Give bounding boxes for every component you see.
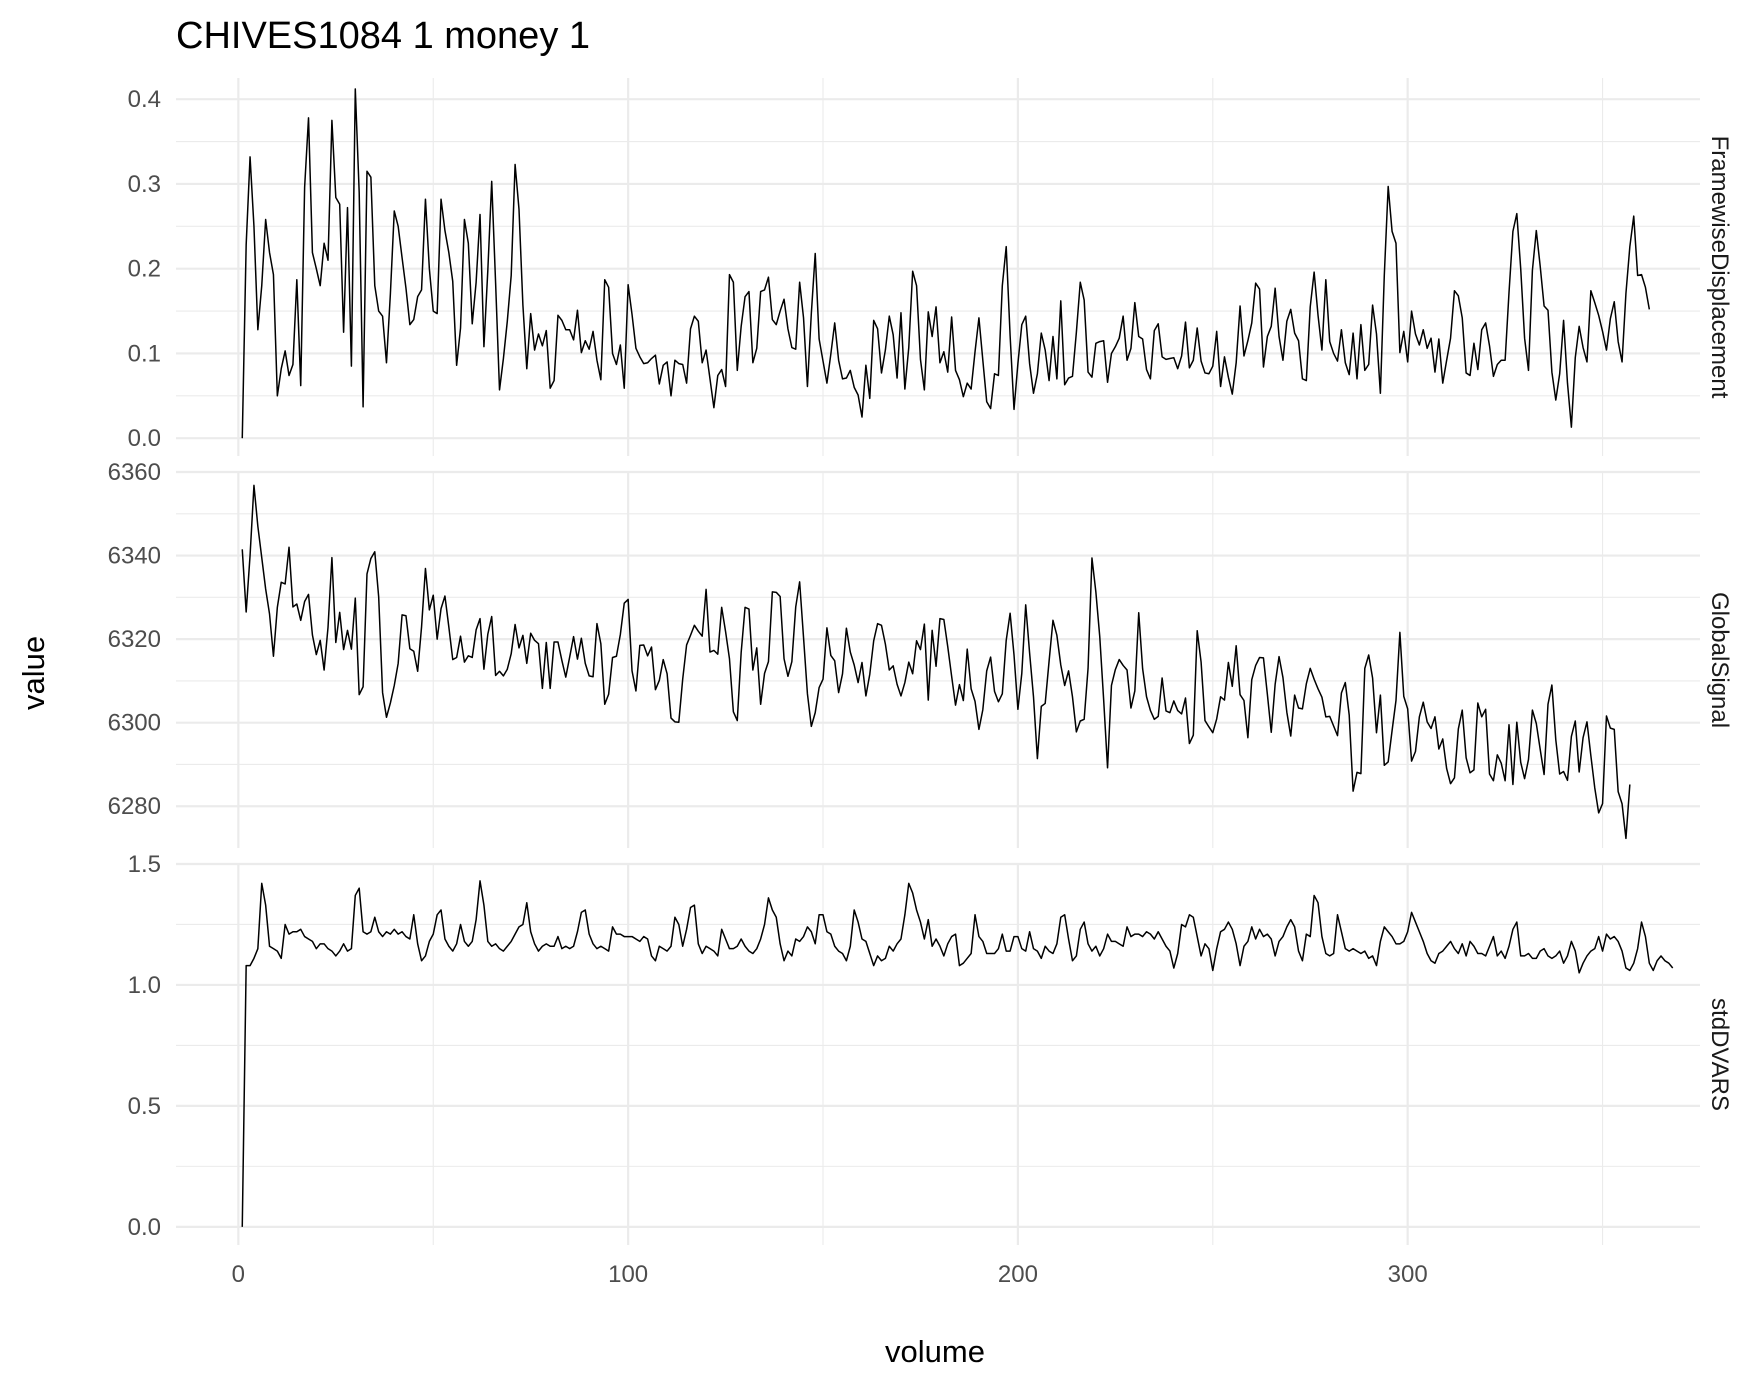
x-axis-title: volume: [885, 1334, 985, 1369]
series-line-FramewiseDisplacement: [241, 88, 1651, 439]
series-line-GlobalSignal: [241, 484, 1631, 840]
x-tick-label: 300: [1388, 1261, 1428, 1288]
chart-title: CHIVES1084 1 money 1: [176, 15, 590, 57]
strip-label: GlobalSignal: [1706, 592, 1733, 728]
y-tick-label: 0.4: [128, 86, 161, 113]
y-tick-label: 0.5: [128, 1093, 161, 1120]
y-axis-title: value: [16, 636, 51, 710]
series-line-stdDVARS: [241, 880, 1674, 1227]
y-tick-label: 1.0: [128, 972, 161, 999]
x-axis: 0 100 200 300: [232, 1261, 1428, 1288]
strip-label: stdDVARS: [1706, 998, 1733, 1111]
y-tick-label: 0.0: [128, 1214, 161, 1241]
y-tick-label: 6280: [108, 793, 161, 820]
y-tick-label: 1.5: [128, 851, 161, 878]
y-tick-label: 0.0: [128, 425, 161, 452]
panel-stdDVARS: 0.0 0.5 1.0 1.5 stdDVARS: [128, 851, 1733, 1245]
y-tick-label: 0.3: [128, 171, 161, 198]
x-tick-label: 0: [232, 1261, 245, 1288]
y-tick-label: 6340: [108, 543, 161, 570]
panel-GlobalSignal: 6280 6300 6320 6340 6360 GlobalSignal: [108, 459, 1733, 848]
y-tick-label: 6320: [108, 626, 161, 653]
y-tick-label: 0.1: [128, 340, 161, 367]
panel-FramewiseDisplacement: 0.0 0.1 0.2 0.3 0.4 FramewiseDisplacement: [128, 78, 1733, 456]
x-tick-label: 200: [998, 1261, 1038, 1288]
strip-label: FramewiseDisplacement: [1706, 136, 1733, 399]
y-tick-label: 6360: [108, 459, 161, 486]
y-tick-label: 0.2: [128, 256, 161, 283]
y-tick-label: 6300: [108, 710, 161, 737]
x-tick-label: 100: [608, 1261, 648, 1288]
facet-panels: 0.0 0.1 0.2 0.3 0.4 FramewiseDisplacement 6280…: [108, 78, 1733, 1245]
